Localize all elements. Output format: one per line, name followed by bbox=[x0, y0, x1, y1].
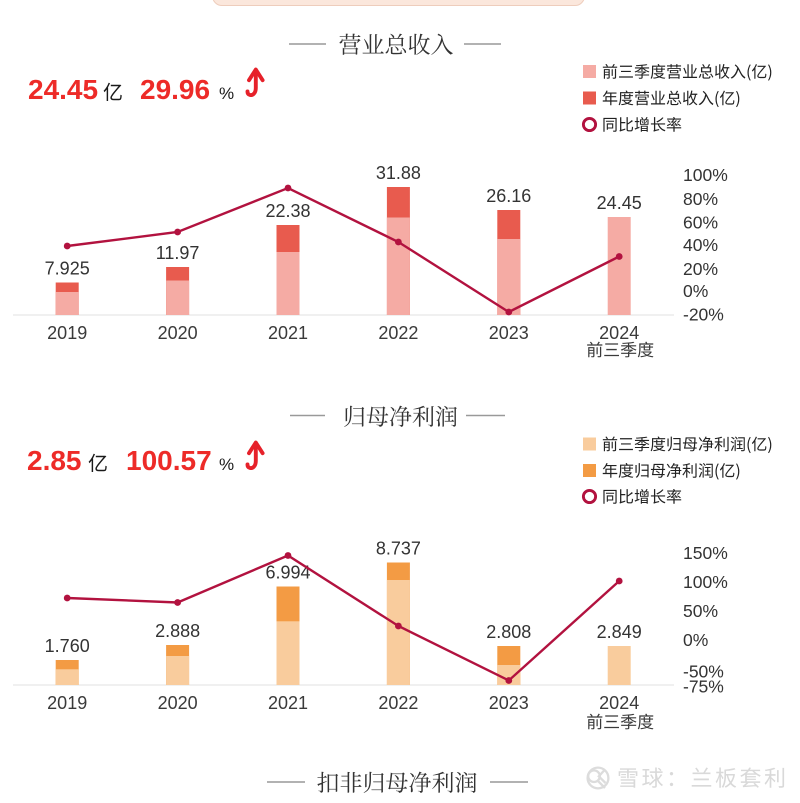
svg-text:2020: 2020 bbox=[158, 693, 198, 713]
svg-text:前三季度营业总收入(亿): 前三季度营业总收入(亿) bbox=[602, 58, 773, 82]
svg-text:2024: 2024 bbox=[599, 693, 639, 713]
svg-text:亿: 亿 bbox=[88, 448, 108, 477]
svg-text:6.994: 6.994 bbox=[265, 563, 310, 583]
svg-text:2.85: 2.85 bbox=[27, 445, 82, 476]
svg-text:年度营业总收入(亿): 年度营业总收入(亿) bbox=[602, 85, 741, 109]
svg-text:0%: 0% bbox=[683, 281, 708, 301]
svg-text:31.88: 31.88 bbox=[376, 163, 421, 183]
svg-text:2022: 2022 bbox=[378, 323, 418, 343]
svg-text:22.38: 22.38 bbox=[265, 201, 310, 221]
svg-text:2023: 2023 bbox=[489, 693, 529, 713]
svg-text:-75%: -75% bbox=[683, 676, 724, 696]
svg-text:1.760: 1.760 bbox=[45, 636, 90, 656]
svg-text:2019: 2019 bbox=[47, 323, 87, 343]
svg-text:0%: 0% bbox=[683, 630, 708, 650]
svg-text:29.96: 29.96 bbox=[140, 74, 210, 105]
svg-text:同比增长率: 同比增长率 bbox=[602, 111, 682, 135]
svg-text:-20%: -20% bbox=[683, 305, 724, 325]
svg-text:%: % bbox=[219, 455, 234, 474]
svg-text:60%: 60% bbox=[683, 213, 718, 233]
svg-text:2023: 2023 bbox=[489, 323, 529, 343]
svg-text:-50%: -50% bbox=[683, 661, 724, 681]
svg-text:前三季度: 前三季度 bbox=[586, 708, 654, 733]
svg-text:50%: 50% bbox=[683, 601, 718, 621]
svg-text:8.737: 8.737 bbox=[376, 539, 421, 559]
svg-text:%: % bbox=[219, 84, 234, 103]
svg-text:扣非归母净利润: 扣非归母净利润 bbox=[317, 765, 478, 798]
svg-text:150%: 150% bbox=[683, 543, 728, 563]
svg-text:前三季度归母净利润(亿): 前三季度归母净利润(亿) bbox=[602, 431, 773, 455]
svg-text:2.849: 2.849 bbox=[597, 622, 642, 642]
svg-text:前三季度: 前三季度 bbox=[586, 336, 654, 361]
svg-text:年度归母净利润(亿): 年度归母净利润(亿) bbox=[602, 457, 741, 481]
svg-text:24.45: 24.45 bbox=[28, 74, 98, 105]
svg-text:亿: 亿 bbox=[103, 77, 123, 106]
svg-text:40%: 40% bbox=[683, 235, 718, 255]
svg-text:2021: 2021 bbox=[268, 323, 308, 343]
svg-text:雪球：兰板套利: 雪球：兰板套利 bbox=[617, 761, 789, 793]
svg-text:24.45: 24.45 bbox=[597, 193, 642, 213]
svg-text:营业总收入: 营业总收入 bbox=[339, 27, 454, 60]
svg-text:2020: 2020 bbox=[158, 323, 198, 343]
svg-text:7.925: 7.925 bbox=[45, 259, 90, 279]
svg-text:11.97: 11.97 bbox=[156, 243, 200, 263]
svg-text:80%: 80% bbox=[683, 189, 718, 209]
svg-text:100%: 100% bbox=[683, 572, 728, 592]
svg-text:20%: 20% bbox=[683, 259, 718, 279]
svg-text:2.888: 2.888 bbox=[155, 621, 200, 641]
svg-text:2022: 2022 bbox=[378, 693, 418, 713]
svg-text:100.57: 100.57 bbox=[126, 445, 212, 476]
svg-text:2019: 2019 bbox=[47, 693, 87, 713]
svg-text:100%: 100% bbox=[683, 165, 728, 185]
svg-text:归母净利润: 归母净利润 bbox=[343, 399, 458, 432]
svg-text:2024: 2024 bbox=[599, 323, 639, 343]
svg-text:26.16: 26.16 bbox=[486, 186, 531, 206]
svg-text:同比增长率: 同比增长率 bbox=[602, 483, 682, 507]
svg-text:2021: 2021 bbox=[268, 693, 308, 713]
svg-text:2.808: 2.808 bbox=[486, 622, 531, 642]
